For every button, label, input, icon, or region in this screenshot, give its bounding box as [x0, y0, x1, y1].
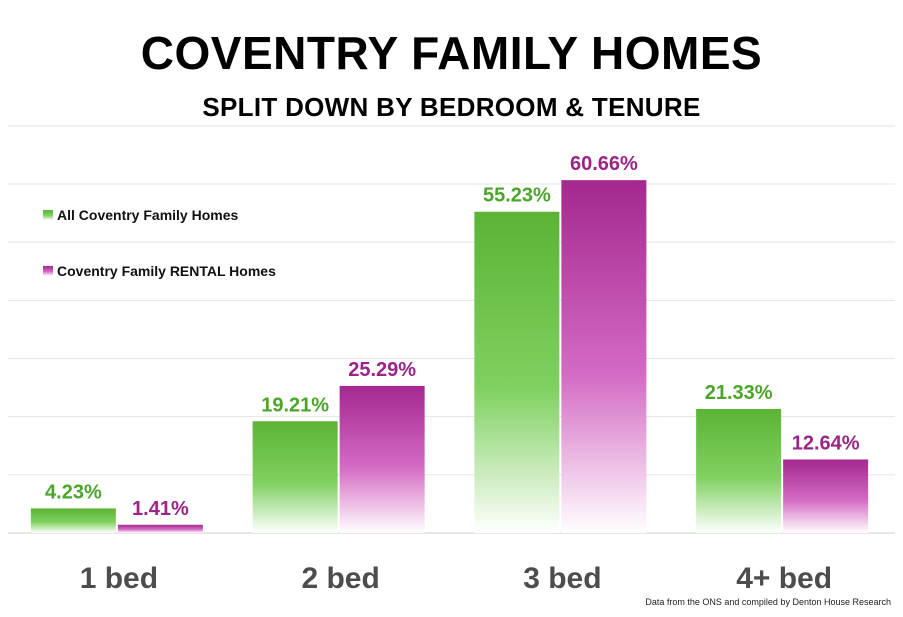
data-label: 55.23%	[483, 185, 551, 207]
data-label: 4.23%	[45, 481, 102, 503]
bar-rental-homes	[117, 524, 203, 533]
bar-all-homes	[252, 421, 338, 533]
bar-all-homes	[30, 508, 116, 533]
data-label: 12.64%	[792, 432, 860, 454]
data-label: 19.21%	[261, 394, 329, 416]
chart-subtitle: SPLIT DOWN BY BEDROOM & TENURE	[202, 92, 701, 122]
data-label: 25.29%	[348, 359, 416, 381]
value-labels: 4.23% 1.41% 19.21% 25.29% 55.23% 60.66% 21.33%…	[45, 153, 860, 520]
bar-rental-homes	[561, 180, 647, 533]
gridlines	[8, 125, 895, 534]
legend: All Coventry Family Homes Coventry Family…	[43, 207, 276, 279]
bar-all-homes	[474, 211, 560, 534]
bar-rental-homes	[339, 385, 425, 533]
category-label: 2 bed	[301, 562, 379, 595]
source-note: Data from the ONS and compiled by Denton…	[645, 597, 891, 607]
category-label: 3 bed	[523, 562, 601, 595]
legend-swatch	[43, 266, 53, 276]
data-label: 1.41%	[132, 498, 189, 520]
legend-label: All Coventry Family Homes	[57, 207, 238, 223]
data-label: 60.66%	[570, 153, 638, 175]
chart-title: COVENTRY FAMILY HOMES	[140, 27, 763, 79]
legend-label: Coventry Family RENTAL Homes	[57, 263, 276, 279]
category-label: 1 bed	[80, 562, 158, 595]
bar-rental-homes	[783, 459, 869, 533]
category-label: 4+ bed	[736, 562, 832, 595]
bars	[30, 180, 869, 534]
legend-swatch	[43, 210, 53, 220]
category-labels: 1 bed 2 bed 3 bed 4+ bed	[80, 562, 832, 595]
bar-all-homes	[696, 408, 782, 533]
data-label: 21.33%	[705, 382, 773, 404]
